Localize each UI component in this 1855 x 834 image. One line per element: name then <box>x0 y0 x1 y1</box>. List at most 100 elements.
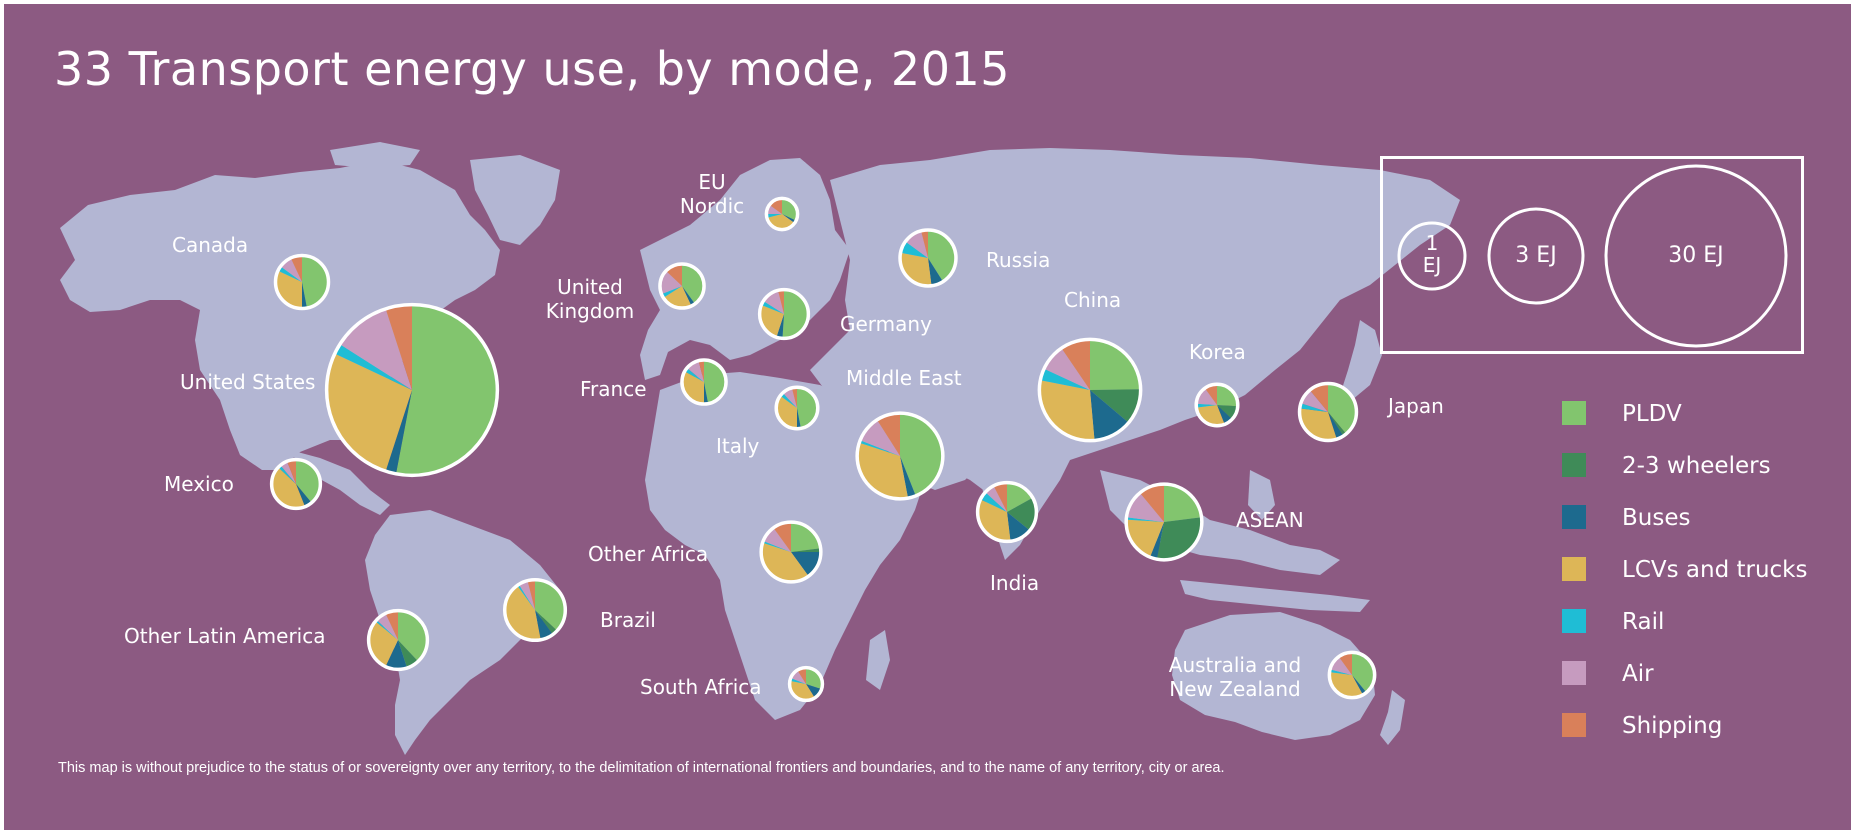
legend-swatch-buses <box>1562 505 1586 529</box>
scale-label-3ej: 3 EJ <box>1515 243 1557 268</box>
region-label-australia-and-new-zealand: Australia and New Zealand <box>1160 653 1310 701</box>
region-label-japan: Japan <box>1388 394 1444 418</box>
pie-slice-china-air <box>1044 348 1090 390</box>
pie-slice-italy-air <box>782 387 797 408</box>
pie-outline-japan <box>1297 381 1359 443</box>
land-north-america <box>60 160 500 470</box>
region-label-china: China <box>1064 288 1121 312</box>
pie-slice-middle-east-rail <box>859 440 900 456</box>
pie-slice-asean-rail <box>1126 517 1164 522</box>
pie-slice-asean-shipping <box>1139 484 1164 522</box>
pie-united-kingdom <box>658 262 706 310</box>
pie-slice-russia-pldv <box>928 230 956 282</box>
pie-slice-japan-air <box>1300 390 1328 412</box>
region-label-line: Kingdom <box>545 299 635 323</box>
region-label-line: Italy <box>716 434 760 458</box>
scale-circle-30ej <box>1604 164 1788 348</box>
pie-slice-united-states-air <box>339 308 412 390</box>
region-label-united-states: United States <box>180 370 315 394</box>
pie-slice-japan-2-3-wheelers <box>1328 412 1347 437</box>
legend-swatch-pldv <box>1562 401 1586 425</box>
land-new-zealand <box>1380 690 1405 745</box>
region-label-line: Brazil <box>600 608 656 632</box>
pie-united-states <box>324 302 500 478</box>
land-philippines <box>1248 470 1275 520</box>
pie-outline-india <box>975 480 1039 544</box>
region-label-line: Korea <box>1189 340 1246 364</box>
pie-outline-italy <box>774 385 820 431</box>
pie-slice-china-shipping <box>1061 339 1090 390</box>
pie-slice-russia-lcvs-and-trucks <box>900 252 932 286</box>
pie-slice-germany-pldv <box>782 289 809 339</box>
pie-outline-south-africa <box>787 665 825 703</box>
pie-slice-russia-rail <box>900 241 928 258</box>
pie-slice-other-latin-america-lcvs-and-trucks <box>368 621 398 667</box>
pie-slice-korea-buses <box>1217 405 1233 425</box>
pie-france <box>680 358 728 406</box>
disclaimer: This map is without prejudice to the sta… <box>58 760 1225 776</box>
pie-korea <box>1194 382 1240 428</box>
pie-slice-korea-pldv <box>1217 384 1238 407</box>
region-label-line: South Africa <box>640 675 762 699</box>
region-label-eu-nordic: EU Nordic <box>672 170 752 218</box>
pie-slice-russia-buses <box>928 258 943 286</box>
pie-slice-mexico-lcvs-and-trucks <box>271 467 305 509</box>
pie-slice-russia-shipping <box>921 230 928 258</box>
pie-outline-asean <box>1124 482 1204 562</box>
land-south-america <box>365 510 560 755</box>
pie-slice-china-pldv <box>1090 339 1141 390</box>
region-label-line: India <box>990 571 1040 595</box>
region-label-line: Canada <box>172 233 249 257</box>
pie-slice-other-latin-america-buses <box>385 640 408 670</box>
pie-slice-france-shipping <box>698 359 704 382</box>
legend-label-rail: Rail <box>1622 609 1665 635</box>
pie-japan <box>1297 381 1359 443</box>
pie-slice-united-states-shipping <box>385 304 412 390</box>
pie-slice-other-africa-air <box>763 527 791 552</box>
scale-label-1ej: 1 EJ <box>1412 232 1452 276</box>
region-label-korea: Korea <box>1189 340 1246 364</box>
pie-outline-france <box>680 358 728 406</box>
legend-label-lcvs-and-trucks: LCVs and trucks <box>1622 557 1808 583</box>
pie-outline-australia-and-new-zealand <box>1327 650 1377 700</box>
pie-outline-other-africa <box>759 520 823 584</box>
pie-outline-other-latin-america <box>366 608 430 672</box>
region-label-mexico: Mexico <box>164 472 234 496</box>
region-label-other-africa: Other Africa <box>588 542 708 566</box>
pie-slice-other-latin-america-2-3-wheelers <box>398 640 419 668</box>
pie-slice-canada-rail <box>278 266 302 282</box>
scale-legend-box <box>1380 156 1804 354</box>
pie-slice-australia-and-new-zealand-buses <box>1352 675 1367 695</box>
pie-slice-mexico-rail <box>278 465 296 484</box>
pie-slice-united-states-buses <box>385 390 412 474</box>
pie-slice-united-kingdom-air <box>659 270 682 295</box>
region-label-line: EU <box>698 170 726 194</box>
region-label-line: Other Africa <box>588 542 709 566</box>
pie-slice-south-africa-pldv <box>806 667 823 690</box>
pie-slice-canada-pldv <box>302 255 329 309</box>
pie-slice-brazil-2-3-wheelers <box>535 610 558 635</box>
legend-swatch-rail <box>1562 609 1586 633</box>
pie-slice-japan-shipping <box>1309 383 1328 412</box>
region-label-line: ASEAN <box>1236 508 1304 532</box>
land-greenland <box>470 155 560 245</box>
pie-middle-east <box>855 411 945 501</box>
pie-slice-brazil-rail <box>517 584 535 610</box>
pie-outline-canada <box>273 253 331 311</box>
region-label-india: India <box>990 571 1039 595</box>
region-label-line: United <box>557 275 623 299</box>
pie-slice-united-states-rail <box>334 344 412 390</box>
pie-slice-mexico-air <box>280 461 296 484</box>
legend-label-buses: Buses <box>1622 505 1691 531</box>
pie-slice-united-states-pldv <box>396 304 498 476</box>
pie-china <box>1037 337 1143 443</box>
region-label-line: Australia and <box>1168 653 1302 677</box>
pie-outline-germany <box>757 287 811 341</box>
pie-other-africa <box>759 520 823 584</box>
region-label-south-africa: South Africa <box>640 675 762 699</box>
pie-other-latin-america <box>366 608 430 672</box>
pie-slice-italy-buses <box>797 408 801 429</box>
pie-outline-china <box>1037 337 1143 443</box>
